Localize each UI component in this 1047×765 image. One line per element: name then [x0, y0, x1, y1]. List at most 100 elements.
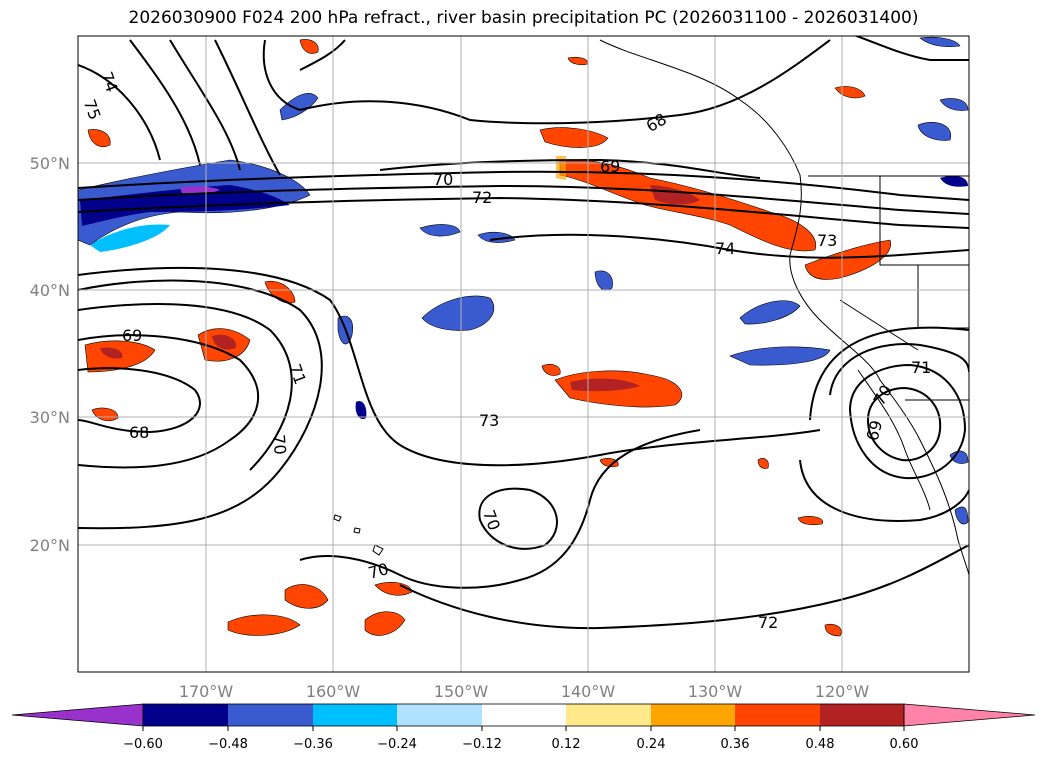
- colorbar-segment: [482, 704, 566, 726]
- contour-label: 70: [366, 559, 391, 583]
- positive-west-2-core: [212, 334, 237, 350]
- lat-label-40n: 40°N: [30, 281, 70, 300]
- latitude-labels: 50°N 40°N 30°N 20°N: [30, 154, 70, 555]
- negative-mid-5: [419, 224, 461, 237]
- negative-east-2: [729, 346, 831, 366]
- contour-line: [799, 459, 969, 522]
- map-panel: 75 74 69 68 70 71 70 73 70 70 72 69 70 7…: [77, 35, 970, 673]
- contour-line: [78, 170, 969, 201]
- colorbar-tick-label: 0.24: [637, 737, 666, 752]
- colorbar-ticks: [142, 726, 905, 731]
- positive-south-1: [227, 614, 301, 636]
- contour-line: [78, 184, 969, 215]
- negative-band-core: [80, 185, 290, 226]
- coastlines: [333, 39, 969, 576]
- contour-line: [299, 39, 346, 71]
- contour-label: 73: [817, 231, 837, 250]
- colorbar-tick-label: −0.36: [293, 737, 333, 752]
- positive-mid-2: [541, 364, 561, 376]
- contour-line: [78, 279, 323, 530]
- positive-south-6: [824, 623, 842, 637]
- positive-south-8: [599, 458, 619, 468]
- contour-line: [78, 266, 821, 467]
- negative-east-3: [917, 121, 952, 141]
- negative-top: [279, 93, 319, 121]
- colorbar-tick-label: 0.48: [806, 737, 835, 752]
- contour-line: [78, 196, 969, 229]
- colorbar-tick-label: −0.12: [462, 737, 502, 752]
- hawaii-island-1: [333, 514, 342, 522]
- contour-label: 72: [472, 188, 492, 207]
- lat-label-30n: 30°N: [30, 408, 70, 427]
- map-frame: [77, 35, 970, 673]
- lon-label-160w: 160°W: [306, 682, 361, 701]
- border-states-2: [917, 265, 969, 329]
- contour-line: [478, 487, 558, 550]
- colorbar-tick-label: −0.48: [208, 737, 248, 752]
- border-states-3: [839, 299, 919, 351]
- contour-label: 69: [600, 157, 620, 176]
- map-title: 2026030900 F024 200 hPa refract., river …: [128, 8, 919, 28]
- lon-label-170w: 170°W: [179, 682, 234, 701]
- colorbar-tick-label: −0.24: [377, 737, 417, 752]
- lon-label-140w: 140°W: [561, 682, 616, 701]
- colorbar-tick-label: −0.60: [123, 737, 163, 752]
- negative-east-1: [739, 300, 801, 325]
- lon-label-120w: 120°W: [815, 682, 870, 701]
- lat-label-20n: 20°N: [30, 536, 70, 555]
- coastline-baja: [857, 369, 931, 511]
- contour-line: [299, 39, 831, 125]
- colorbar-frame: [142, 703, 905, 727]
- contour-line: [379, 158, 761, 179]
- contour-label: 69: [863, 418, 887, 443]
- colorbar-segment: [313, 704, 397, 726]
- colorbar-tick-label: 0.12: [552, 737, 581, 752]
- contour-line: [853, 36, 969, 61]
- colorbar-tick-label: 0.60: [890, 737, 919, 752]
- colorbar-extend-low: [11, 703, 144, 727]
- negative-mid-6: [477, 231, 516, 243]
- positive-south-3: [364, 611, 406, 636]
- contour-label: 74: [715, 239, 735, 258]
- graticule: [78, 36, 969, 672]
- contour-line: [78, 367, 201, 434]
- colorbar-segment: [397, 704, 482, 726]
- negative-band-purple: [180, 186, 220, 194]
- colorbar-segment: [228, 704, 313, 726]
- hawaii-island-2: [353, 527, 361, 534]
- colorbar: −0.60 −0.48 −0.36 −0.24 −0.12 0.12 0.24 …: [11, 703, 1036, 752]
- border-states-1: [879, 176, 969, 266]
- colorbar-segment: [651, 704, 735, 726]
- positive-south-5: [797, 516, 823, 526]
- contour-label: 70: [269, 434, 290, 456]
- negative-east-8: [954, 506, 969, 525]
- positive-south-2: [284, 584, 329, 609]
- contour-line: [78, 334, 259, 469]
- positive-west-1-core: [100, 347, 123, 359]
- colorbar-segment: [820, 704, 904, 726]
- colorbar-segment: [566, 704, 651, 726]
- longitude-labels: 170°W 160°W 150°W 140°W 130°W 120°W: [179, 682, 870, 701]
- positive-top-3: [299, 39, 319, 54]
- positive-west-5: [87, 129, 111, 148]
- contour-label: 73: [479, 411, 499, 430]
- contour-line: [169, 39, 241, 171]
- contour-line: [78, 303, 293, 471]
- negative-mid-4: [594, 270, 613, 291]
- precip-patches: [78, 36, 969, 637]
- positive-band-north-core: [650, 185, 700, 205]
- contour-line: [489, 233, 969, 259]
- refractivity-contours: [78, 36, 969, 630]
- hawaii-island-3: [372, 544, 384, 556]
- colorbar-extend-high: [903, 703, 1036, 727]
- positive-west-3: [264, 280, 296, 304]
- lon-label-150w: 150°W: [434, 682, 489, 701]
- contour-label: 69: [122, 326, 142, 345]
- contour-line: [214, 39, 281, 176]
- contour-line: [848, 363, 967, 480]
- negative-band-light: [90, 224, 170, 252]
- colorbar-tick-labels: −0.60 −0.48 −0.36 −0.24 −0.12 0.12 0.24 …: [123, 737, 918, 752]
- negative-mid-1: [421, 295, 495, 331]
- contour-label: 72: [758, 613, 778, 632]
